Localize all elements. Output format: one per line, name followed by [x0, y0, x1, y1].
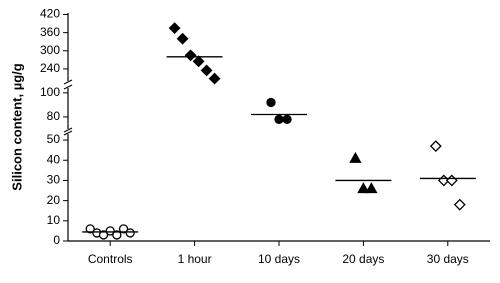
data-point	[176, 32, 189, 45]
data-point	[98, 230, 109, 240]
data-point	[85, 224, 95, 234]
data-point	[105, 226, 115, 236]
data-point	[118, 224, 129, 234]
data-point	[429, 140, 442, 153]
y-tick-label: 300	[40, 43, 60, 57]
data-point	[200, 64, 213, 77]
y-tick-label: 30	[47, 173, 61, 187]
data-point	[357, 182, 370, 194]
y-tick-label: 360	[40, 25, 60, 39]
data-point	[282, 114, 292, 125]
data-point	[192, 55, 205, 68]
axis-break	[63, 127, 73, 133]
x-tick-label: Controls	[88, 252, 133, 266]
x-tick-label: 10 days	[258, 252, 300, 266]
x-tick-label: 20 days	[342, 252, 384, 266]
y-tick-label: 40	[47, 152, 61, 166]
data-point	[266, 97, 276, 108]
y-tick-label: 100	[40, 85, 60, 99]
y-tick-label: 20	[47, 193, 61, 207]
axis-break	[63, 79, 73, 85]
x-tick-label: 30 days	[427, 252, 469, 266]
y-tick-label: 420	[40, 7, 60, 21]
data-point	[274, 114, 284, 125]
y-tick-label: 10	[47, 213, 61, 227]
data-point	[168, 22, 181, 35]
y-axis-label: Silicon content, µg/g	[9, 63, 24, 190]
data-point	[208, 72, 221, 85]
data-point	[112, 230, 122, 240]
data-point	[184, 49, 197, 62]
data-point	[365, 182, 378, 194]
y-tick-label: 0	[53, 233, 60, 247]
y-tick-label: 240	[40, 61, 60, 75]
axis-break	[63, 130, 73, 136]
data-point	[349, 151, 362, 163]
data-point	[445, 174, 458, 187]
data-point	[453, 198, 466, 211]
data-point	[125, 228, 135, 238]
y-tick-label: 50	[47, 132, 61, 146]
x-tick-label: 1 hour	[178, 252, 212, 266]
y-tick-label: 80	[47, 109, 61, 123]
axis-break	[63, 84, 73, 90]
